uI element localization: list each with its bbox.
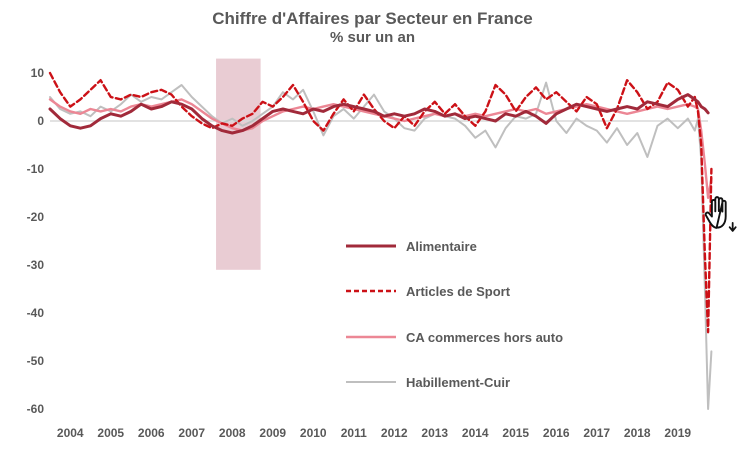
x-axis-tick-label: 2013 (421, 426, 448, 440)
legend-label-alimentaire: Alimentaire (406, 238, 477, 254)
legend-label-ca-commerces-hors-auto: CA commerces hors auto (406, 329, 564, 345)
x-axis-tick-label: 2011 (341, 426, 367, 440)
y-axis-tick-label: 0 (37, 114, 44, 128)
x-axis-tick-label: 2019 (664, 426, 691, 440)
y-axis-tick-label: 10 (31, 66, 45, 80)
legend-line-ca-commerces-hors-auto-icon (346, 335, 396, 339)
y-axis-tick-label: -20 (27, 210, 45, 224)
x-axis-tick-label: 2005 (97, 426, 124, 440)
x-axis-tick-label: 2012 (381, 426, 408, 440)
y-axis-tick-label: -10 (27, 162, 45, 176)
legend-line-habillement-cuir-icon (346, 381, 396, 383)
recession-band (216, 58, 261, 270)
legend-line-articles-de-sport-icon (346, 289, 396, 293)
y-axis-tick-label: -50 (27, 354, 45, 368)
hand-pan-cursor-icon (704, 196, 737, 232)
x-axis-tick-label: 2010 (300, 426, 327, 440)
x-axis-tick-label: 2008 (219, 426, 246, 440)
legend-item-ca-commerces-hors-auto: CA commerces hors auto (345, 329, 564, 345)
x-axis-tick-label: 2009 (259, 426, 286, 440)
y-axis-tick-label: -60 (27, 402, 45, 416)
x-axis-tick-label: 2018 (624, 426, 651, 440)
series-line-articles-de-sport (48, 71, 713, 334)
x-axis-tick-label: 2016 (543, 426, 570, 440)
x-axis-tick-label: 2004 (57, 426, 84, 440)
legend-line-alimentaire-icon (346, 244, 396, 248)
series-line-alimentaire (48, 93, 710, 135)
chart-title: Chiffre d'Affaires par Secteur en France (212, 9, 533, 28)
legend-label-habillement-cuir: Habillement-Cuir (406, 374, 511, 390)
x-axis-tick-label: 2015 (502, 426, 529, 440)
legend-item-alimentaire: Alimentaire (345, 238, 477, 254)
legend-label-articles-de-sport: Articles de Sport (406, 283, 511, 299)
x-axis-tick-label: 2006 (138, 426, 165, 440)
x-axis-tick-label: 2017 (583, 426, 610, 440)
open-hand-icon (704, 196, 727, 229)
legend-item-articles-de-sport: Articles de Sport (345, 283, 511, 299)
down-arrow-icon (728, 221, 737, 232)
legend-item-habillement-cuir: Habillement-Cuir (345, 374, 511, 390)
x-axis-tick-label: 2014 (462, 426, 489, 440)
y-axis-tick-label: -40 (27, 306, 45, 320)
chart-subtitle: % sur un an (329, 29, 415, 47)
x-axis-tick-label: 2007 (178, 426, 205, 440)
y-axis-tick-label: -30 (27, 258, 45, 272)
title-block: Chiffre d'Affaires par Secteur en France… (0, 8, 745, 48)
